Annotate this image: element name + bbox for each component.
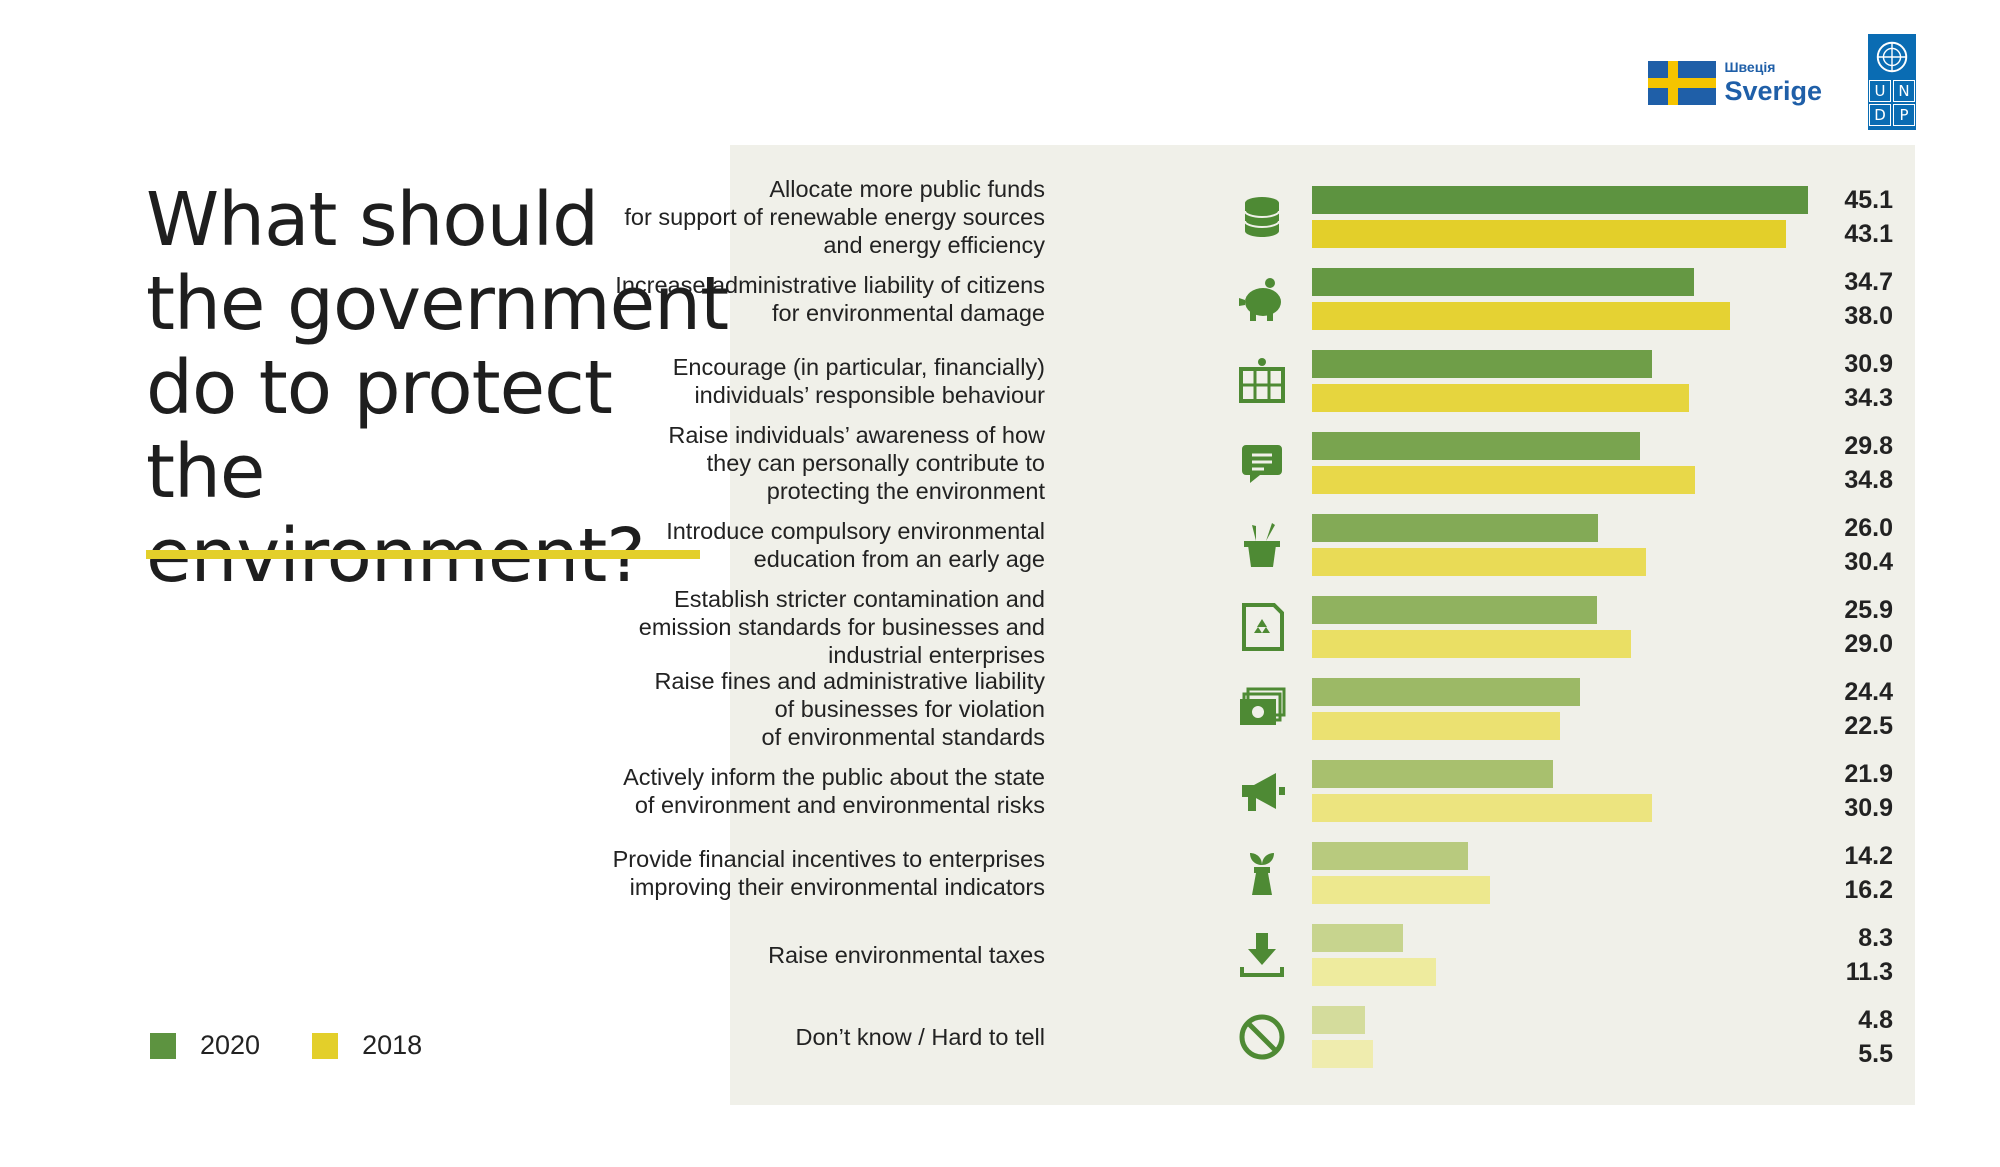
bar-2020 — [1312, 514, 1598, 542]
bar-2020 — [1312, 678, 1581, 706]
chat-bubble-icon — [1242, 445, 1282, 483]
value-label-2018: 30.4 — [1844, 548, 1893, 576]
chart-legend: 2020 2018 — [150, 1030, 474, 1061]
bar-2020 — [1312, 432, 1640, 460]
row-label: Encourage (in particular, financially) i… — [672, 354, 1045, 408]
legend-item-2020: 2020 — [150, 1030, 260, 1061]
value-label-2018: 11.3 — [1845, 958, 1893, 986]
bar-2020 — [1312, 268, 1694, 296]
bar-2018 — [1312, 958, 1437, 986]
row-label: Increase administrative liability of cit… — [615, 272, 1045, 326]
row-label: Don’t know / Hard to tell — [795, 1024, 1045, 1050]
bar-2018 — [1312, 302, 1730, 330]
bar-2020 — [1312, 760, 1553, 788]
value-label-2020: 25.9 — [1844, 596, 1893, 624]
row-label: Establish stricter contamination and emi… — [638, 586, 1045, 668]
title-underline — [146, 550, 700, 559]
value-label-2018: 38.0 — [1844, 302, 1893, 330]
row-label: Raise fines and administrative liability… — [654, 668, 1045, 750]
bar-2018 — [1312, 794, 1652, 822]
chart-panel: Allocate more public funds for support o… — [613, 145, 1915, 1105]
undp-logo: U N D P — [1868, 34, 1916, 130]
sweden-logo-text: Sverige — [1724, 76, 1822, 106]
bar-2018 — [1312, 1040, 1373, 1068]
download-arrow-icon — [1240, 933, 1284, 977]
bar-2020 — [1312, 1006, 1365, 1034]
sprout-chimney-icon — [1250, 853, 1274, 895]
un-emblem-icon — [1876, 41, 1908, 73]
bar-2018 — [1312, 384, 1690, 412]
row-label: Provide financial incentives to enterpri… — [612, 846, 1045, 900]
value-label-2020: 24.4 — [1844, 678, 1893, 706]
value-label-2020: 4.8 — [1858, 1006, 1893, 1034]
value-label-2020: 30.9 — [1844, 350, 1893, 378]
undp-letter-n: N — [1893, 80, 1915, 102]
value-label-2020: 8.3 — [1858, 924, 1893, 952]
row-label: Raise environmental taxes — [768, 942, 1045, 968]
piggy-bank-icon — [1239, 278, 1281, 321]
bar-2018 — [1312, 630, 1631, 658]
legend-swatch-2018 — [312, 1032, 339, 1059]
value-label-2018: 29.0 — [1844, 630, 1893, 658]
bar-2018 — [1312, 876, 1491, 904]
value-label-2018: 16.2 — [1844, 876, 1893, 904]
bar-2018 — [1312, 220, 1787, 248]
value-label-2018: 22.5 — [1844, 712, 1893, 740]
legend-item-2018: 2018 — [312, 1030, 422, 1061]
undp-letter-u: U — [1869, 80, 1891, 102]
value-label-2020: 45.1 — [1844, 186, 1893, 214]
undp-letter-d: D — [1869, 104, 1891, 126]
value-label-2020: 14.2 — [1844, 842, 1893, 870]
row-label: Allocate more public funds for support o… — [624, 176, 1045, 258]
bar-2020 — [1312, 842, 1469, 870]
value-label-2020: 26.0 — [1844, 514, 1893, 542]
bar-2020 — [1312, 350, 1652, 378]
partner-logos: Швеція Sverige U N D P — [1648, 34, 1916, 130]
bar-2018 — [1312, 712, 1560, 740]
value-label-2018: 43.1 — [1844, 220, 1893, 248]
row-label: Introduce compulsory environmental educa… — [666, 518, 1045, 572]
banknotes-icon — [1240, 687, 1286, 725]
sweden-flag-icon — [1648, 60, 1717, 105]
megaphone-icon — [1242, 773, 1285, 811]
value-label-2018: 30.9 — [1844, 794, 1893, 822]
legend-label-2020: 2020 — [200, 1030, 261, 1060]
legend-swatch-2020 — [150, 1032, 176, 1059]
sweden-logo-small-text: Швеція — [1724, 59, 1776, 75]
no-sign-icon — [1239, 1014, 1285, 1060]
pencil-cup-icon — [1244, 523, 1280, 567]
legend-label-2018: 2018 — [362, 1030, 423, 1060]
undp-letter-p: P — [1893, 104, 1915, 126]
value-label-2020: 34.7 — [1844, 268, 1893, 296]
value-label-2018: 5.5 — [1858, 1040, 1893, 1068]
coins-icon — [1244, 197, 1280, 237]
value-label-2018: 34.8 — [1844, 466, 1893, 494]
bar-2020 — [1312, 596, 1597, 624]
recycle-document-icon — [1242, 603, 1284, 651]
row-label: Actively inform the public about the sta… — [623, 764, 1045, 818]
sweden-logo: Швеція Sverige — [1648, 60, 1822, 105]
value-label-2018: 34.3 — [1844, 384, 1893, 412]
value-label-2020: 21.9 — [1844, 760, 1893, 788]
bar-2020 — [1312, 186, 1809, 214]
solar-panel-icon — [1239, 358, 1285, 403]
bar-2020 — [1312, 924, 1404, 952]
value-label-2020: 29.8 — [1844, 432, 1893, 460]
bar-2018 — [1312, 466, 1695, 494]
row-label: Raise individuals’ awareness of how they… — [668, 422, 1045, 504]
bar-2018 — [1312, 548, 1647, 576]
